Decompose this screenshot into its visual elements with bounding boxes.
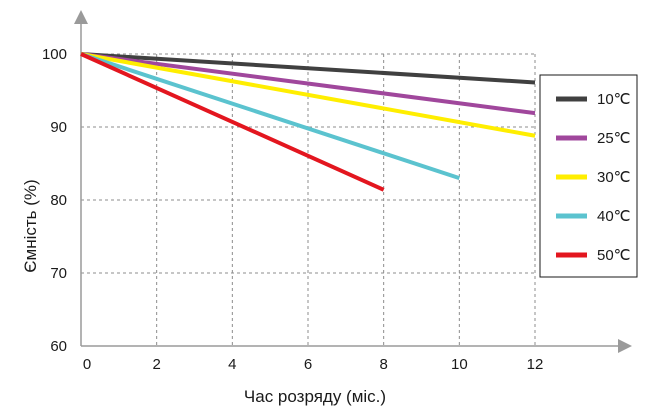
x-tick-label: 8 bbox=[379, 356, 387, 373]
legend-label: 30℃ bbox=[597, 169, 631, 186]
legend-label: 40℃ bbox=[597, 208, 631, 225]
legend-label: 10℃ bbox=[597, 91, 631, 108]
x-axis-title: Час розряду (міс.) bbox=[244, 387, 386, 406]
axes bbox=[74, 10, 632, 353]
x-tick-label: 6 bbox=[304, 356, 312, 373]
x-tick-label: 4 bbox=[228, 356, 236, 373]
tick-labels: 60 70 80 90 100 0 2 4 6 8 10 12 bbox=[42, 46, 543, 373]
y-axis-title: Ємність (%) bbox=[21, 179, 40, 272]
x-axis-arrow bbox=[618, 339, 632, 353]
legend-label: 25℃ bbox=[597, 130, 631, 147]
series-line bbox=[80, 52, 536, 85]
x-tick-label: 2 bbox=[152, 356, 160, 373]
y-tick-label: 80 bbox=[50, 192, 67, 209]
grid bbox=[81, 53, 536, 346]
series-line bbox=[80, 52, 536, 138]
x-tick-label: 0 bbox=[83, 356, 91, 373]
series-line bbox=[80, 52, 536, 116]
legend-label: 50℃ bbox=[597, 247, 631, 264]
series-line bbox=[80, 52, 385, 192]
y-axis-arrow bbox=[74, 10, 88, 24]
legend: 10℃ 25℃ 30℃ 40℃ 50℃ bbox=[539, 74, 638, 278]
series-line bbox=[80, 52, 460, 181]
y-tick-label: 100 bbox=[42, 46, 67, 63]
x-tick-label: 12 bbox=[527, 356, 544, 373]
series-group bbox=[80, 52, 536, 192]
y-tick-label: 60 bbox=[50, 338, 67, 355]
y-tick-label: 90 bbox=[50, 119, 67, 136]
x-tick-label: 10 bbox=[451, 356, 468, 373]
y-tick-label: 70 bbox=[50, 265, 67, 282]
